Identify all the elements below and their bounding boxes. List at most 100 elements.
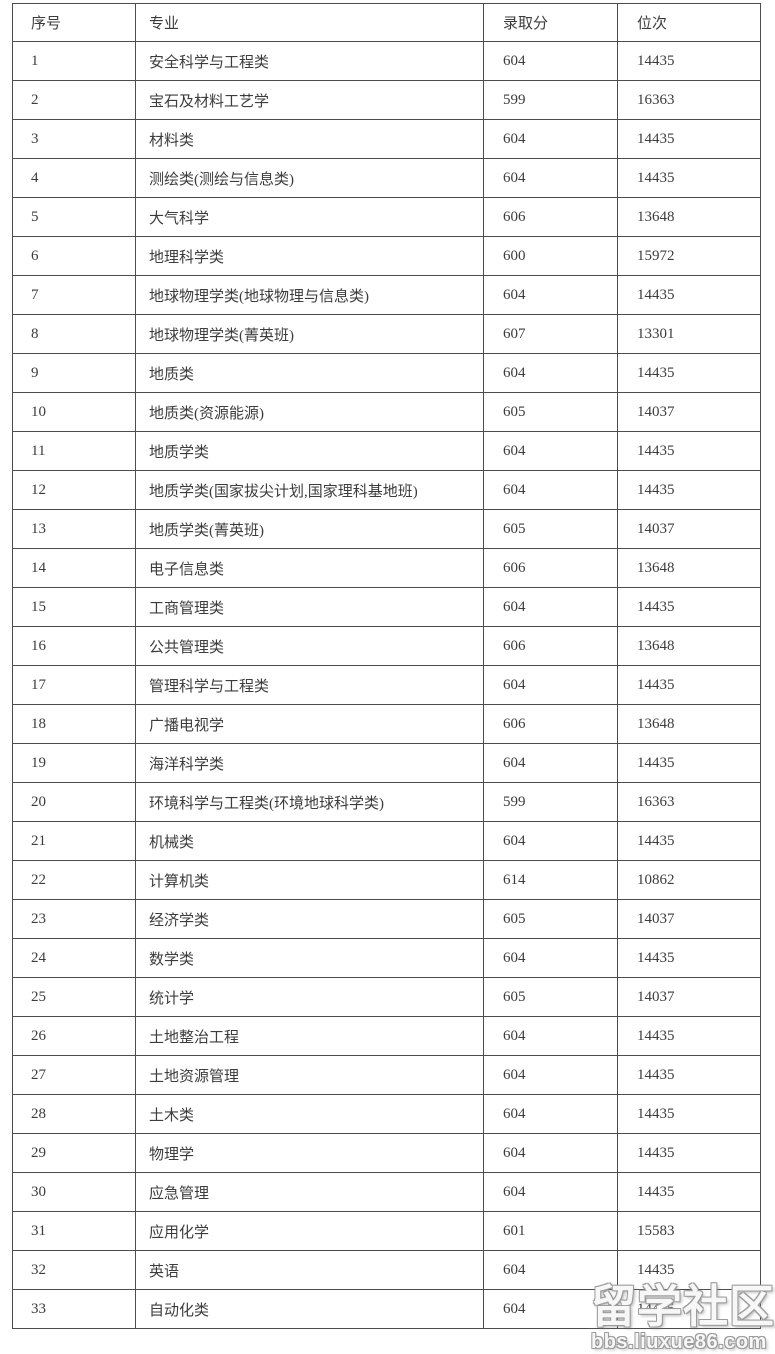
cell-major: 管理科学与工程类 [135,665,484,705]
table-row: 4 测绘类(测绘与信息类) 604 14435 [12,158,761,198]
cell-score: 601 [483,1211,618,1251]
cell-score: 604 [483,1172,618,1212]
table-row: 19 海洋科学类 604 14435 [12,743,761,783]
cell-major: 安全科学与工程类 [135,41,484,81]
cell-no: 21 [12,821,136,861]
cell-major: 测绘类(测绘与信息类) [135,158,484,198]
cell-score: 606 [483,548,618,588]
table-row: 3 材料类 604 14435 [12,119,761,159]
cell-major: 应急管理 [135,1172,484,1212]
table-row: 10 地质类(资源能源) 605 14037 [12,392,761,432]
cell-rank: 14435 [617,353,761,393]
cell-score: 604 [483,353,618,393]
table-row: 14 电子信息类 606 13648 [12,548,761,588]
table-row: 17 管理科学与工程类 604 14435 [12,665,761,705]
cell-rank: 14037 [617,392,761,432]
cell-major: 自动化类 [135,1289,484,1329]
cell-score: 605 [483,977,618,1017]
cell-major: 公共管理类 [135,626,484,666]
cell-no: 27 [12,1055,136,1095]
table-row: 22 计算机类 614 10862 [12,860,761,900]
table-row: 28 土木类 604 14435 [12,1094,761,1134]
cell-score: 604 [483,665,618,705]
table-body: 1 安全科学与工程类 604 14435 2 宝石及材料工艺学 599 1636… [12,41,761,1329]
cell-score: 604 [483,119,618,159]
cell-no: 17 [12,665,136,705]
cell-rank: 14435 [617,158,761,198]
cell-no: 2 [12,80,136,120]
table-row: 21 机械类 604 14435 [12,821,761,861]
cell-score: 604 [483,743,618,783]
cell-major: 物理学 [135,1133,484,1173]
cell-no: 31 [12,1211,136,1251]
cell-major: 工商管理类 [135,587,484,627]
cell-major: 地质学类(国家拔尖计划,国家理科基地班) [135,470,484,510]
cell-score: 604 [483,41,618,81]
table-header-row: 序号 专业 录取分 位次 [12,3,761,42]
cell-score: 604 [483,1094,618,1134]
header-major: 专业 [135,3,484,42]
cell-score: 604 [483,821,618,861]
watermark-url: bbs.liuxue86.com [590,1331,767,1353]
cell-major: 土木类 [135,1094,484,1134]
cell-rank: 13648 [617,704,761,744]
table-row: 13 地质学类(菁英班) 605 14037 [12,509,761,549]
cell-major: 海洋科学类 [135,743,484,783]
cell-no: 32 [12,1250,136,1290]
cell-score: 604 [483,1250,618,1290]
cell-score: 604 [483,1289,618,1329]
cell-rank: 14435 [617,470,761,510]
table-row: 24 数学类 604 14435 [12,938,761,978]
cell-major: 土地整治工程 [135,1016,484,1056]
cell-no: 33 [12,1289,136,1329]
cell-major: 地球物理学类(地球物理与信息类) [135,275,484,315]
cell-rank: 14435 [617,1172,761,1212]
cell-score: 604 [483,938,618,978]
cell-major: 环境科学与工程类(环境地球科学类) [135,782,484,822]
cell-major: 地质学类(菁英班) [135,509,484,549]
cell-score: 604 [483,275,618,315]
cell-no: 6 [12,236,136,276]
cell-no: 14 [12,548,136,588]
table-row: 2 宝石及材料工艺学 599 16363 [12,80,761,120]
cell-score: 604 [483,470,618,510]
cell-no: 1 [12,41,136,81]
cell-no: 28 [12,1094,136,1134]
table-row: 27 土地资源管理 604 14435 [12,1055,761,1095]
cell-rank: 14435 [617,743,761,783]
cell-no: 12 [12,470,136,510]
cell-rank: 14435 [617,119,761,159]
cell-no: 25 [12,977,136,1017]
cell-rank: 14037 [617,509,761,549]
cell-no: 9 [12,353,136,393]
cell-no: 11 [12,431,136,471]
cell-no: 18 [12,704,136,744]
table-row: 5 大气科学 606 13648 [12,197,761,237]
cell-score: 614 [483,860,618,900]
cell-rank: 14435 [617,1016,761,1056]
cell-rank: 14435 [617,665,761,705]
cell-no: 20 [12,782,136,822]
table-row: 16 公共管理类 606 13648 [12,626,761,666]
cell-major: 地质类 [135,353,484,393]
cell-rank: 10862 [617,860,761,900]
cell-major: 宝石及材料工艺学 [135,80,484,120]
cell-no: 7 [12,275,136,315]
cell-major: 机械类 [135,821,484,861]
cell-rank: 14435 [617,41,761,81]
cell-major: 地球物理学类(菁英班) [135,314,484,354]
cell-score: 600 [483,236,618,276]
table-row: 26 土地整治工程 604 14435 [12,1016,761,1056]
cell-major: 材料类 [135,119,484,159]
cell-rank: 14435 [617,431,761,471]
cell-score: 599 [483,80,618,120]
cell-rank: 13648 [617,197,761,237]
cell-score: 604 [483,1133,618,1173]
cell-rank: 14435 [617,275,761,315]
cell-no: 5 [12,197,136,237]
cell-major: 经济学类 [135,899,484,939]
cell-score: 606 [483,626,618,666]
cell-major: 统计学 [135,977,484,1017]
cell-no: 4 [12,158,136,198]
cell-major: 广播电视学 [135,704,484,744]
